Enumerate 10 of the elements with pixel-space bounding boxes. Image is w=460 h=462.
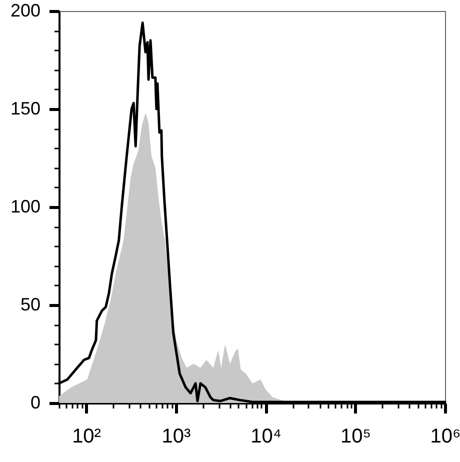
y-tick-label: 200 <box>10 0 40 20</box>
x-tick-label: 10⁵ <box>340 426 372 448</box>
y-tick-label: 0 <box>30 392 40 412</box>
y-tick-label: 100 <box>10 196 40 216</box>
x-tick-label: 10⁴ <box>250 426 282 448</box>
x-tick-label: 10³ <box>162 426 192 448</box>
y-tick-label: 50 <box>20 294 40 314</box>
x-tick-label: 10² <box>72 426 102 448</box>
y-tick-label: 150 <box>10 98 40 118</box>
x-tick-label: 10⁶ <box>430 426 460 448</box>
